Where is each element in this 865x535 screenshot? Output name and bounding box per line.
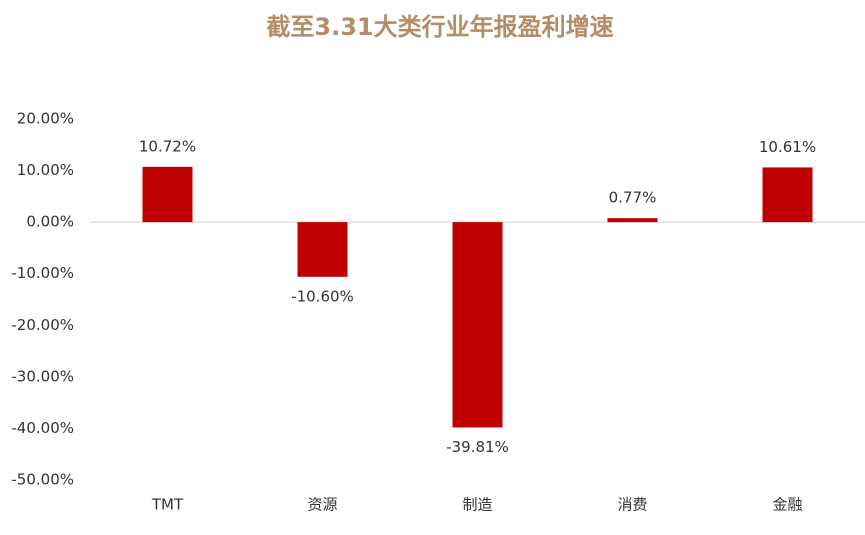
x-tick-label: 消费: [617, 496, 647, 514]
value-label: -10.60%: [291, 287, 354, 305]
bar: [142, 166, 193, 223]
y-tick-label: -40.00%: [11, 419, 74, 437]
y-tick-label: 0.00%: [26, 213, 74, 231]
bar: [452, 222, 503, 428]
y-tick-label: -50.00%: [11, 471, 74, 489]
y-tick-label: -10.00%: [11, 264, 74, 282]
value-label: 0.77%: [609, 189, 657, 207]
chart-title: 截至3.31大类行业年报盈利增速: [266, 13, 613, 41]
bar: [762, 167, 813, 223]
y-tick-label: 10.00%: [17, 161, 74, 179]
value-label: 10.72%: [139, 137, 196, 155]
x-tick-label: 资源: [307, 496, 337, 514]
bar: [297, 222, 348, 277]
value-label: -39.81%: [446, 438, 509, 456]
x-tick-label: 制造: [462, 496, 492, 514]
y-tick-label: 20.00%: [17, 110, 74, 128]
y-tick-label: -20.00%: [11, 316, 74, 334]
x-tick-label: TMT: [151, 496, 184, 514]
value-label: 10.61%: [759, 138, 816, 156]
x-tick-label: 金融: [772, 496, 802, 514]
bar: [607, 218, 658, 223]
y-tick-label: -30.00%: [11, 367, 74, 385]
